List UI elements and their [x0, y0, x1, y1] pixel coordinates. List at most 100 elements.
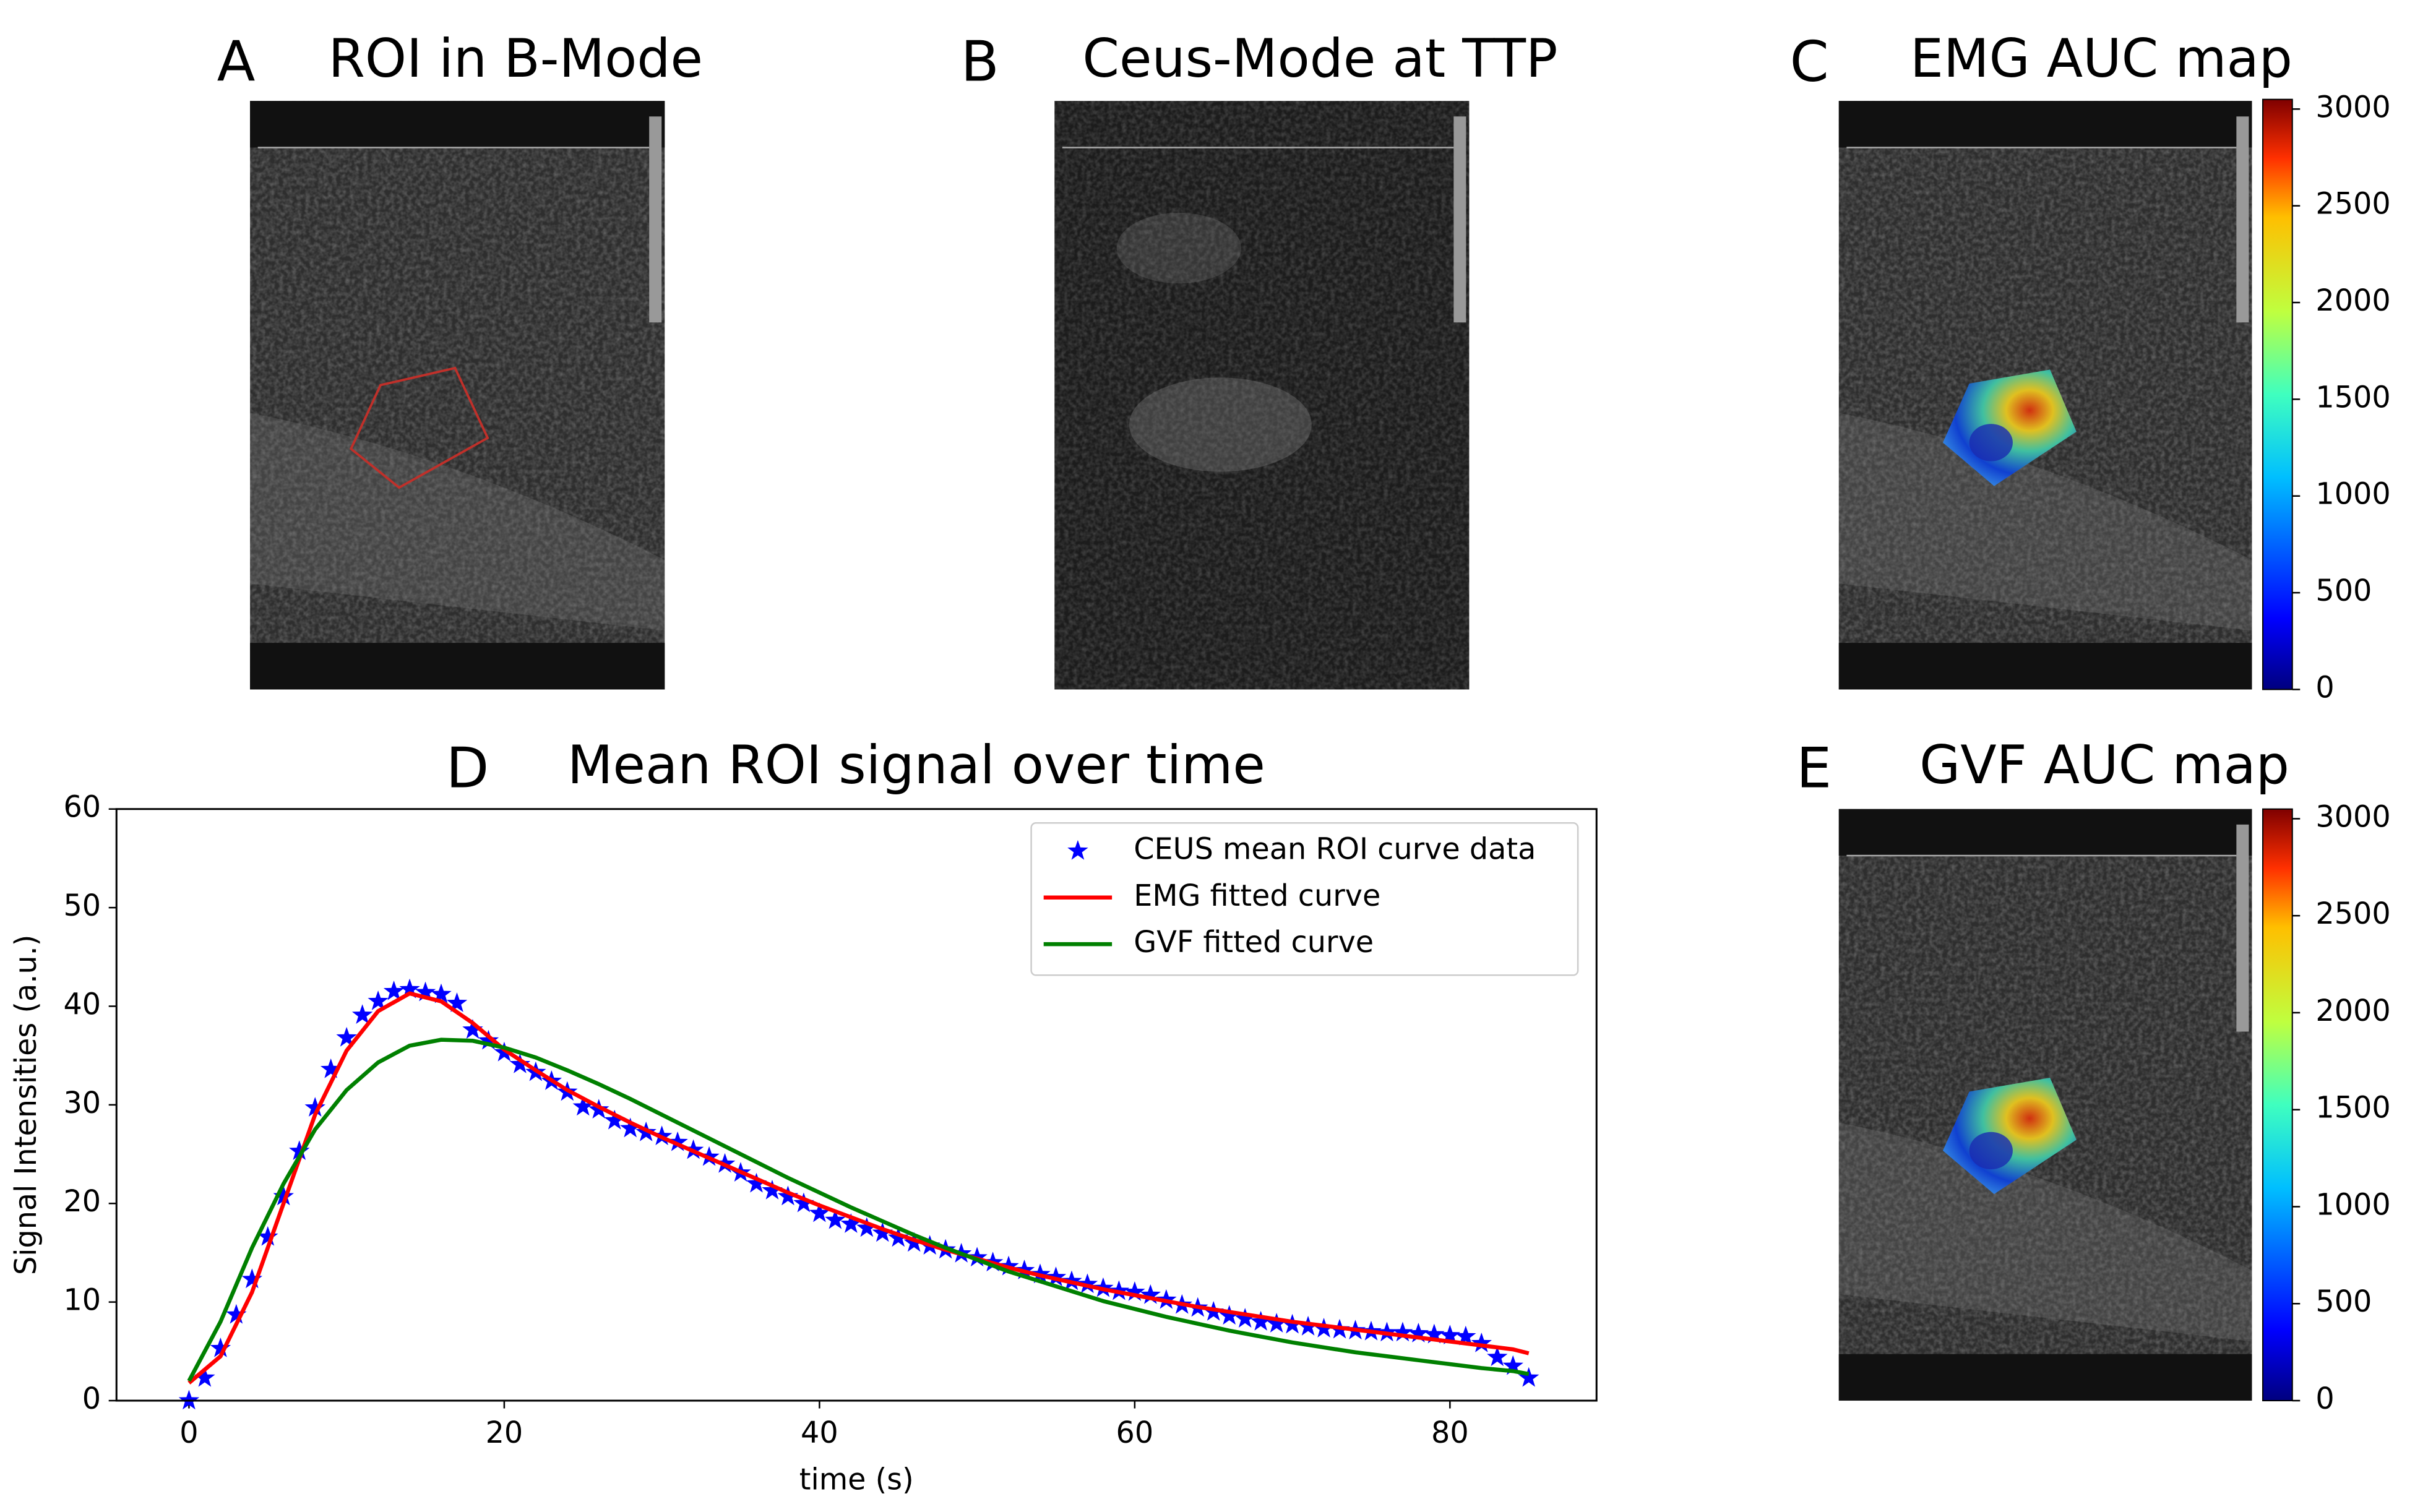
colorbar-tick-label: 2500 — [2315, 897, 2390, 931]
image-bottom-band — [1838, 643, 2252, 690]
y-tick-label: 40 — [63, 987, 101, 1021]
colorbar-tick-label: 0 — [2315, 671, 2334, 705]
colorbar-tick-label: 1500 — [2315, 1091, 2390, 1125]
x-tick-label: 0 — [179, 1416, 198, 1450]
ultrasound-image — [250, 101, 665, 690]
colorbar-tick-label: 2500 — [2315, 187, 2390, 221]
y-tick-label: 50 — [63, 889, 101, 923]
gray-scale-bar — [2236, 824, 2249, 1032]
legend-label: GVF fitted curve — [1134, 926, 1374, 960]
data-point — [1518, 1367, 1539, 1387]
data-point — [856, 1217, 877, 1237]
data-point — [509, 1053, 531, 1073]
data-point — [619, 1117, 641, 1138]
colorbar-tick-label: 1000 — [2315, 1188, 2390, 1222]
roi-outline — [349, 366, 489, 489]
x-tick-label: 80 — [1431, 1416, 1469, 1450]
data-point — [178, 1390, 200, 1410]
panel-letter: E — [1796, 736, 1832, 801]
gray-scale-bar — [2236, 116, 2249, 323]
data-point — [383, 981, 405, 1000]
colorbar-tick-label: 1000 — [2315, 478, 2390, 512]
data-point — [289, 1140, 310, 1160]
ultrasound-image — [1054, 101, 1470, 690]
data-point — [1140, 1284, 1161, 1304]
panel-letter: C — [1790, 29, 1829, 94]
y-tick-label: 30 — [63, 1086, 101, 1120]
data-point — [446, 992, 468, 1012]
data-point — [462, 1019, 483, 1039]
data-point — [351, 1004, 373, 1024]
colorbar-tick-label: 1500 — [2315, 380, 2390, 415]
y-axis-label: Signal Intensities (a.u.) — [9, 935, 43, 1275]
legend-box — [1030, 822, 1579, 976]
auc-heatmap — [1942, 1077, 2077, 1195]
panel-title: Mean ROI signal over time — [567, 735, 1265, 796]
data-point — [1471, 1333, 1492, 1352]
y-tick-label: 60 — [63, 791, 101, 825]
tissue-layer — [1838, 1122, 2252, 1342]
colorbar-tick-label: 3000 — [2315, 800, 2390, 834]
x-axis-label: time (s) — [799, 1463, 914, 1497]
data-point — [825, 1209, 846, 1229]
data-point — [762, 1179, 783, 1200]
data-point — [1424, 1323, 1445, 1344]
data-point — [604, 1109, 625, 1130]
tissue-layer — [250, 413, 665, 631]
data-point — [793, 1192, 814, 1213]
legend-marker — [1067, 840, 1088, 860]
contrast-blob — [1129, 377, 1312, 472]
data-point — [572, 1096, 593, 1116]
colorbar-tick-label: 0 — [2315, 1382, 2334, 1416]
auc-heatmap — [1942, 369, 2077, 486]
plot-frame — [115, 808, 1598, 1402]
data-point — [777, 1185, 799, 1206]
gray-scale-bar — [1453, 116, 1466, 323]
panel-letter: A — [217, 29, 256, 94]
panel-title: GVF AUC map — [1919, 735, 2289, 796]
x-tick-label: 60 — [1116, 1416, 1154, 1450]
auc-heatmap-low — [1969, 1132, 2013, 1170]
fitted-curve — [187, 991, 1530, 1385]
data-point — [194, 1367, 215, 1387]
panel-letter: B — [961, 29, 999, 94]
data-point — [1487, 1346, 1508, 1367]
image-texture — [250, 101, 665, 690]
panel-letter: D — [446, 736, 489, 801]
data-point — [667, 1131, 688, 1151]
y-tick-label: 10 — [63, 1284, 101, 1318]
panel-title: EMG AUC map — [1910, 28, 2292, 90]
data-point — [1250, 1310, 1272, 1331]
legend-label: CEUS mean ROI curve data — [1134, 832, 1536, 866]
image-top-band — [1838, 809, 2252, 856]
colorbar — [2262, 808, 2293, 1402]
auc-heatmap-low — [1969, 424, 2013, 462]
data-point — [273, 1185, 294, 1206]
data-point — [399, 978, 420, 999]
image-top-band — [250, 101, 665, 148]
data-point — [809, 1202, 830, 1222]
image-bottom-band — [250, 643, 665, 690]
data-point — [1455, 1325, 1476, 1346]
y-tick-label: 20 — [63, 1185, 101, 1219]
data-point — [304, 1097, 325, 1117]
image-bottom-band — [1838, 1354, 2252, 1401]
colorbar-tick-label: 500 — [2315, 574, 2372, 608]
data-point — [1234, 1308, 1255, 1328]
data-point — [1077, 1273, 1098, 1294]
data-point — [241, 1268, 263, 1289]
y-tick-label: 0 — [82, 1382, 101, 1416]
tissue-layer — [1838, 413, 2252, 631]
colorbar-tick-label: 2000 — [2315, 994, 2390, 1028]
ultrasound-image — [1838, 101, 2252, 690]
fitted-curve — [187, 1037, 1530, 1382]
colorbar — [2262, 98, 2293, 690]
colorbar-tick-label: 2000 — [2315, 284, 2390, 318]
data-point — [1502, 1355, 1523, 1375]
data-point — [1218, 1305, 1240, 1325]
data-point — [336, 1026, 357, 1047]
data-point — [840, 1213, 862, 1233]
data-point — [257, 1226, 278, 1246]
